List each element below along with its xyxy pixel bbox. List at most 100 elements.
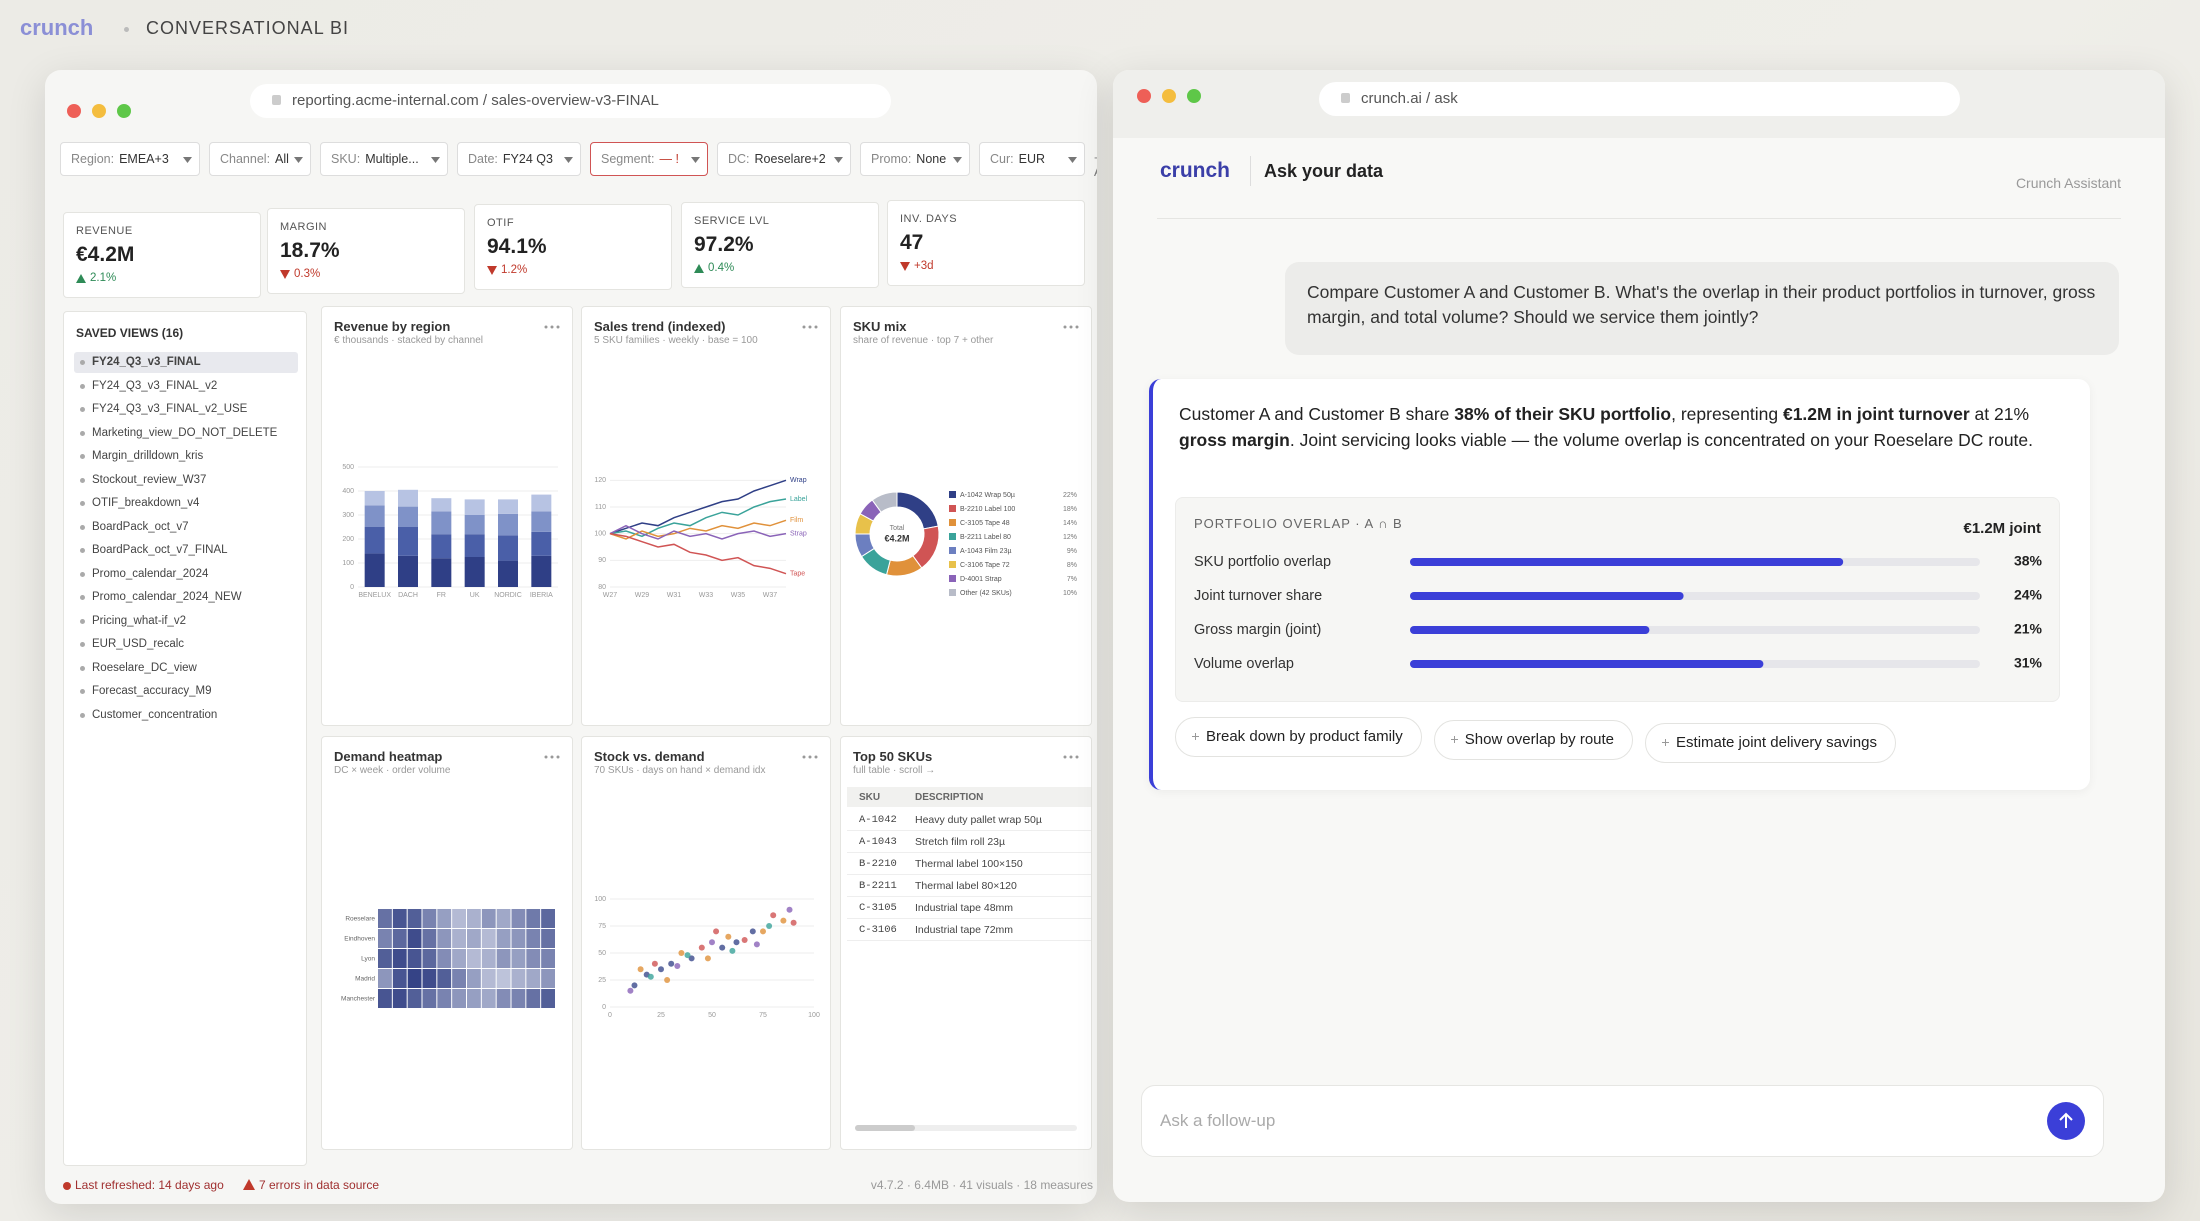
star-icon [80,665,85,671]
scatter-point [713,928,720,935]
filter-chip[interactable]: Date: FY24 Q3 [457,142,581,176]
saved-view[interactable]: Margin_drilldown_kris [74,446,298,467]
donut-slice [896,491,939,530]
separator-dot [124,27,129,32]
suggestion-chip[interactable]: Estimate joint delivery savings [1645,723,1896,763]
table-cell: Thermal label 80×120 [915,880,1017,892]
heat-cell [541,989,555,1008]
panel-menu[interactable] [544,325,560,329]
heat-cell [452,949,466,968]
scatter-point [760,928,766,935]
overlap-value: 21% [2014,621,2043,637]
star-icon [80,501,85,506]
saved-view[interactable]: FY24_Q3_v3_FINAL [74,352,298,373]
filter-chip[interactable]: SKU: Multiple... [320,142,448,176]
panel-menu[interactable] [544,755,560,759]
scroll-thumb[interactable] [855,1125,915,1131]
scatter-point [770,912,777,919]
filter-bar: Region: EMEA+3 Channel: All SKU: Multiple... D… [60,142,1097,182]
add-filter[interactable]: + Add [1094,151,1097,179]
saved-view[interactable]: EUR_USD_recalc [74,634,298,655]
arrow [280,270,290,279]
overlap-label: SKU portfolio overlap [1194,554,1331,570]
tick-label: 100 [594,531,606,538]
saved-view[interactable]: Stockout_review_W37 [74,470,298,491]
saved-view[interactable]: Pricing_what-if_v2 [74,611,298,632]
filter-chip[interactable]: Channel: All [209,142,311,176]
legend-value: 7% [1067,576,1077,583]
filter-chip[interactable]: Region: EMEA+3 [60,142,200,176]
saved-view-name: FY24_Q3_v3_FINAL [92,356,201,368]
table-cell: B-2211 [859,880,897,892]
minimize[interactable] [1162,89,1176,103]
kpi-row: REVENUE €4.2M 2.1% MARGIN 18.7% 0.3% OTIF 94.1%… [45,200,1097,298]
saved-view[interactable]: Customer_concentration [74,705,298,726]
heat-cell [467,949,481,968]
scatter-point [725,933,732,940]
scatter-point [780,917,787,924]
trend-line [609,498,787,538]
suggestion-chip[interactable]: Show overlap by route [1433,720,1634,760]
star-icon [80,477,85,483]
heat-cell [467,969,481,988]
filter-chip[interactable]: Promo: None [860,142,970,176]
suggestion-chip[interactable]: Break down by product family [1175,717,1422,757]
saved-view[interactable]: Marketing_view_DO_NOT_DELETE [74,423,298,444]
heat-cell [437,949,452,968]
heat-cell [541,949,555,968]
kpi-arrow [900,262,910,271]
saved-view-name: EUR_USD_recalc [92,638,185,650]
legend-swatch [949,505,956,512]
url-bar[interactable]: reporting.acme-internal.com / sales-over… [250,84,891,118]
suggestion-text: Estimate joint delivery savings [1676,734,1877,751]
send-button[interactable] [2047,1102,2085,1140]
row-label: Madrid [355,976,375,983]
heat-cell [496,909,511,928]
filter-chip[interactable]: Segment: — ! [590,142,708,176]
saved-view[interactable]: BoardPack_oct_v7_FINAL [74,540,298,561]
table-row: A-1042 Heavy duty pallet wrap 50µ [847,809,1091,831]
saved-view[interactable]: Forecast_accuracy_M9 [74,681,298,702]
panel-menu[interactable] [1063,325,1079,329]
column-header: SKU [859,792,881,803]
menu-dot [1069,325,1073,329]
table-cell: Industrial tape 72mm [915,924,1014,936]
menu-dot [1063,325,1067,329]
saved-view[interactable]: FY24_Q3_v3_FINAL_v2_USE [74,399,298,420]
heat-cell [481,909,496,928]
saved-view[interactable]: Roeselare_DC_view [74,658,298,679]
lock-icon [272,95,281,105]
maximize[interactable] [1187,89,1201,103]
menu-dot [544,325,548,329]
panel-menu[interactable] [1063,755,1079,759]
table-row: C-3106 Industrial tape 72mm [847,919,1091,941]
close[interactable] [1137,89,1151,103]
close[interactable] [67,104,81,118]
saved-view[interactable]: Promo_calendar_2024 [74,564,298,585]
legend-swatch [949,519,956,526]
dropdown-caret [834,157,843,163]
saved-views: SAVED VIEWS (16) FY24_Q3_v3_FINAL FY24_Q3_… [63,311,307,1166]
heat-cell [511,949,526,968]
filter-label: Cur: [990,152,1014,166]
saved-view-name: Pricing_what-if_v2 [92,614,186,627]
brand: crunch [1160,159,1231,182]
saved-view[interactable]: Promo_calendar_2024_NEW [74,587,298,608]
heat-cell [452,989,466,1008]
filter-chip[interactable]: DC: Roeselare+2 [717,142,851,176]
saved-view[interactable]: OTIF_breakdown_v4 [74,493,298,514]
filter-chip[interactable]: Cur: EUR [979,142,1085,176]
answer-run: , representing [1671,404,1783,424]
heat-cell [481,949,496,968]
input-box[interactable]: Ask a follow-up [1141,1085,2104,1157]
tick-label: DACH [398,592,418,599]
url-bar[interactable]: crunch.ai / ask [1319,82,1960,116]
minimize[interactable] [92,104,106,118]
saved-view[interactable]: BoardPack_oct_v7 [74,517,298,538]
panel-menu[interactable] [802,325,818,329]
saved-view[interactable]: FY24_Q3_v3_FINAL_v2 [74,376,298,397]
legend-value: 22% [1063,492,1077,499]
menu-dot [1075,325,1079,329]
panel-menu[interactable] [802,755,818,759]
maximize[interactable] [117,104,131,118]
